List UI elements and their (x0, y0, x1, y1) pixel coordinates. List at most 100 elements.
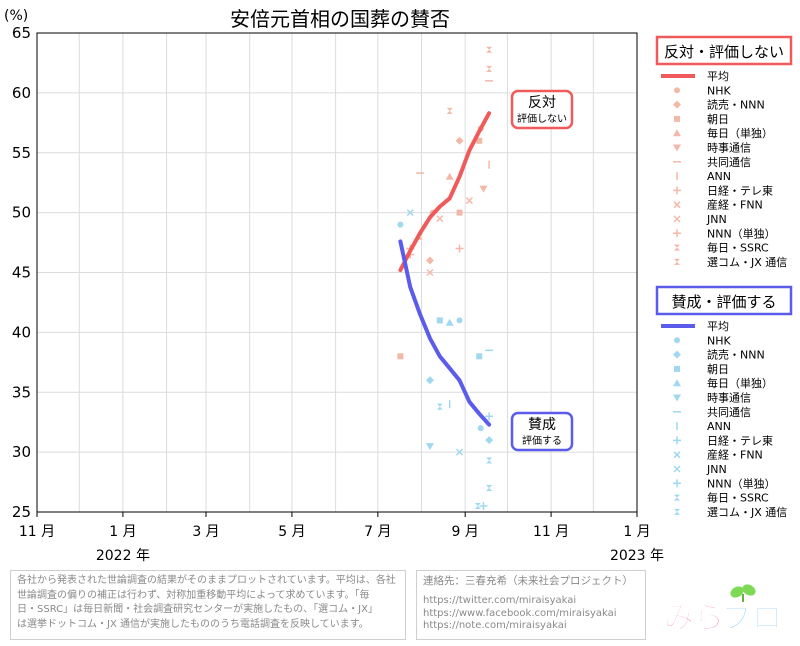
trend-line (398, 239, 492, 427)
legend-label: ANN (707, 420, 731, 433)
legend-label: 朝日 (707, 113, 729, 126)
data-point (673, 186, 681, 195)
data-point (673, 229, 681, 238)
data-point (456, 317, 463, 324)
x-tick-label: 3 月 (192, 524, 219, 540)
data-point (673, 350, 681, 359)
data-point (436, 317, 443, 324)
legend-label: NNN（単独） (707, 476, 776, 490)
data-point (456, 209, 463, 216)
data-point (455, 136, 464, 145)
plot-frame (36, 32, 638, 513)
x-tick-label: 7 月 (364, 524, 391, 540)
data-point (456, 448, 464, 456)
data-point (436, 403, 443, 410)
data-point (673, 201, 681, 209)
notes-line: は選挙ドットコム・JX 通信が実施したもののうち電話調査を反映しています。 (17, 618, 369, 630)
data-point (445, 318, 454, 326)
data-point (455, 244, 464, 253)
svg-text:みら: みら (664, 601, 724, 636)
data-point (673, 215, 681, 223)
data-point (476, 353, 483, 360)
data-point (673, 436, 681, 445)
data-point (674, 244, 680, 251)
data-point (486, 485, 493, 492)
y-tick-label: 65 (12, 24, 31, 42)
data-point (673, 129, 681, 137)
data-point (479, 185, 488, 193)
data-point (445, 172, 454, 180)
legend-label: 毎日・SSRC (707, 242, 769, 255)
x-tick-label: 1 月 (109, 524, 136, 540)
data-point (673, 479, 681, 488)
data-point (674, 494, 680, 501)
data-point (485, 436, 494, 445)
data-point (674, 365, 680, 372)
notes-line: 各社から発表された世論調査の結果がそのままプロットされています。平均は、各社 (17, 575, 396, 586)
data-point (674, 337, 680, 344)
data-point (673, 379, 681, 387)
data-point (486, 46, 493, 53)
mirapro-logo: みら プロ (664, 584, 783, 637)
series-callout (510, 89, 574, 130)
legend-title-box (655, 285, 793, 316)
data-point (425, 376, 434, 385)
legend-label: 共同通信 (707, 406, 751, 419)
y-tick-label: 35 (12, 383, 31, 401)
data-point (673, 100, 681, 109)
legend-title: 反対・評価しない (664, 43, 784, 61)
legend-label: 日経・テレ東 (707, 184, 773, 197)
legend-label: 時事通信 (707, 392, 751, 405)
legend-label: 選コム・JX 通信 (707, 256, 787, 269)
legend-title-box (655, 35, 793, 66)
data-point (673, 465, 681, 473)
notes-box: 各社から発表された世論調査の結果がそのままプロットされています。平均は、各社 世… (10, 570, 406, 640)
data-point (673, 451, 681, 459)
y-tick-label: 45 (12, 264, 31, 282)
x-tick-label: 11 月 (19, 524, 55, 540)
y-tick-label: 25 (12, 503, 31, 521)
legend-label: 日経・テレ東 (707, 434, 773, 447)
x-tick-label: 11 月 (533, 524, 569, 540)
data-point (673, 144, 681, 152)
data-point (426, 268, 434, 277)
data-point (446, 107, 453, 114)
legend-title: 賛成・評価する (671, 293, 776, 311)
contact-box: 連絡先：三春充希（未来社会プロジェクト） https://twitter.com… (416, 570, 646, 640)
svg-text:プロ: プロ (722, 601, 782, 636)
x-tick-label: 9 月 (451, 524, 478, 540)
legend-label: NNN（単独） (707, 226, 776, 240)
callout-sub: 評価しない (517, 112, 567, 125)
data-point (476, 137, 483, 144)
notes-line: 世論調査の偏りの補正は行わず、対称加重移動平均によって求めています。「毎 (17, 589, 370, 601)
callout-main: 反対 (528, 95, 556, 111)
legend-label: 読売・NNN (707, 98, 765, 112)
data-point (477, 425, 484, 432)
y-tick-label: 30 (12, 443, 31, 461)
data-point (425, 443, 434, 451)
data-point (486, 65, 493, 72)
contact-name: 連絡先：三春充希（未来社会プロジェクト） (423, 575, 633, 587)
twitter-link[interactable]: https://twitter.com/miraisyakai (423, 595, 577, 607)
legend-label: NHK (707, 84, 732, 97)
y-tick-label: 40 (12, 323, 31, 341)
x-tick-label: 1 月 (623, 524, 650, 540)
data-point (397, 353, 404, 360)
data-point (436, 215, 444, 223)
series-callout (510, 411, 574, 452)
data-point (397, 221, 404, 228)
legend-label: JNN (706, 463, 727, 476)
legend-label: 読売・NNN (707, 348, 765, 362)
facebook-link[interactable]: https://www.facebook.com/miraisyakai (423, 607, 617, 619)
y-tick-label: 50 (12, 204, 31, 222)
data-point (425, 256, 434, 265)
legend-label: 平均 (707, 70, 729, 83)
data-point (406, 209, 414, 217)
data-point (479, 502, 488, 511)
note-link[interactable]: https://note.com/miraisyakai (423, 620, 567, 632)
legend-label: 産経・FNN (707, 449, 763, 462)
data-point (674, 115, 680, 122)
legend-label: 毎日（単独） (707, 126, 773, 140)
callout-sub: 評価する (522, 434, 562, 447)
